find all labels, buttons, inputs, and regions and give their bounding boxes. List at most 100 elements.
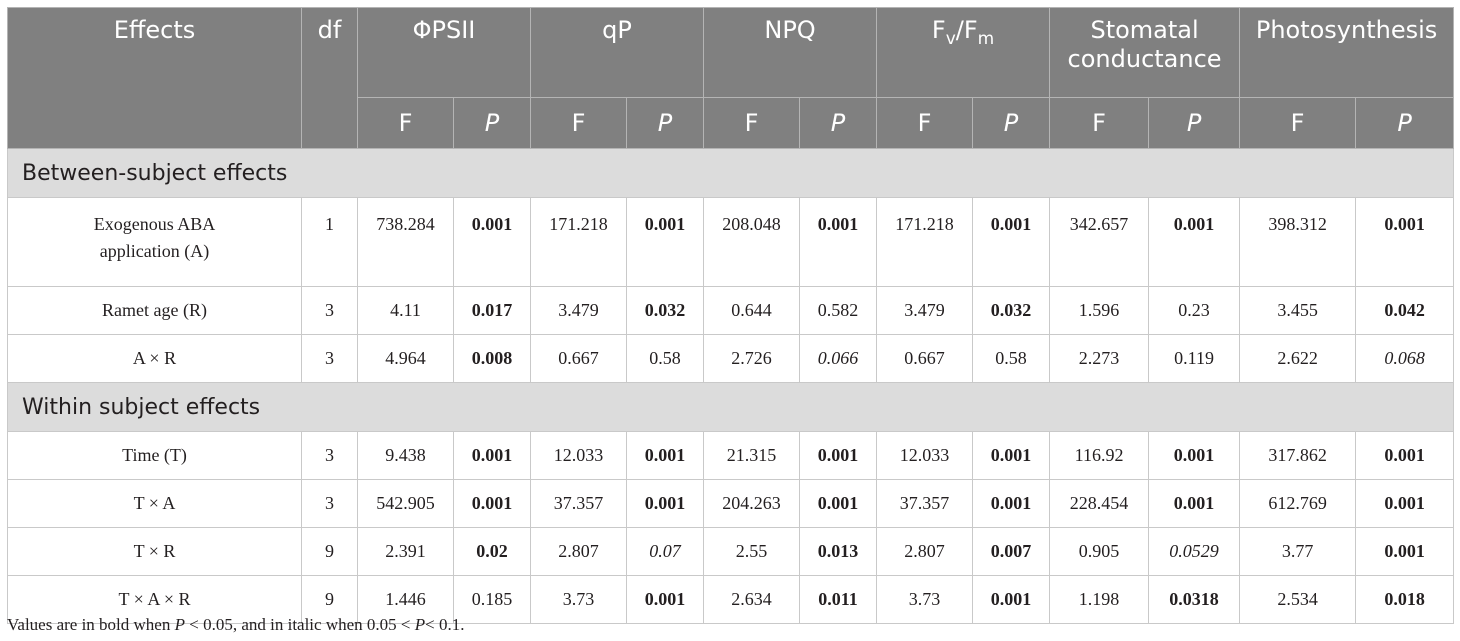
f-value-cell: 4.964 [357,334,454,383]
df-cell: 1 [301,197,358,287]
f-value-cell: 171.218 [876,197,974,287]
df-cell: 9 [301,575,358,624]
f-value-cell: 612.769 [1239,479,1357,528]
p-value-cell: 0.001 [626,575,705,624]
effect-cell: T × A × R [7,575,302,624]
table-row: T × A 3 542.905 0.001 37.357 0.001 204.263 0.00… [7,479,1455,528]
p-value-cell: 0.032 [626,286,705,335]
f-value-cell: 37.357 [876,479,974,528]
p-value-cell: 0.001 [799,479,878,528]
p-value-cell: 0.001 [972,479,1051,528]
p-value-cell: 0.001 [799,197,878,287]
f-value-cell: 171.218 [530,197,628,287]
anova-table: Effects df ΦPSII qP NPQ Fv/Fm Stomatal c… [6,7,1455,624]
f-value-cell: 2.273 [1049,334,1150,383]
f-value-cell: 12.033 [876,431,974,480]
p-value-cell: 0.001 [1148,197,1241,287]
f-value-cell: 317.862 [1239,431,1357,480]
f-value-cell: 2.391 [357,527,454,576]
p-value-cell: 0.001 [972,431,1051,480]
df-cell: 3 [301,431,358,480]
p-value-cell: 0.07 [626,527,705,576]
p-value-cell: 0.001 [972,197,1051,287]
p-value-cell: 0.58 [972,334,1051,383]
header-df: df [301,7,358,149]
subheader-f: F [357,97,454,149]
df-cell: 3 [301,479,358,528]
effect-cell: Time (T) [7,431,302,480]
f-value-cell: 2.534 [1239,575,1357,624]
f-value-cell: 542.905 [357,479,454,528]
p-value-cell: 0.013 [799,527,878,576]
header-stomatal-conductance: Stomatal conductance [1049,7,1241,98]
subheader-p: P [972,97,1051,149]
f-value-cell: 3.73 [530,575,628,624]
p-value-cell: 0.185 [452,575,532,624]
f-value-cell: 0.667 [530,334,628,383]
p-value-cell: 0.001 [1148,479,1241,528]
header-fv-fm: Fv/Fm [876,7,1051,98]
f-value-cell: 398.312 [1239,197,1357,287]
f-value-cell: 1.596 [1049,286,1150,335]
subheader-f: F [703,97,801,149]
p-value-cell: 0.001 [452,479,532,528]
p-value-cell: 0.042 [1355,286,1455,335]
p-value-cell: 0.119 [1148,334,1241,383]
f-value-cell: 0.644 [703,286,801,335]
f-value-cell: 12.033 [530,431,628,480]
f-value-cell: 116.92 [1049,431,1150,480]
p-value-cell: 0.001 [452,197,532,287]
f-value-cell: 37.357 [530,479,628,528]
subheader-p: P [452,97,532,149]
subheader-f: F [530,97,628,149]
p-value-cell: 0.001 [1355,479,1455,528]
subheader-f: F [1049,97,1150,149]
subheader-p: P [1355,97,1455,149]
header-effects: Effects [7,7,302,149]
f-value-cell: 21.315 [703,431,801,480]
f-value-cell: 2.55 [703,527,801,576]
p-value-cell: 0.0529 [1148,527,1241,576]
f-value-cell: 2.726 [703,334,801,383]
header-photosynthesis: Photosynthesis [1239,7,1455,98]
df-cell: 9 [301,527,358,576]
f-value-cell: 3.73 [876,575,974,624]
subheader-f: F [1239,97,1357,149]
df-cell: 3 [301,286,358,335]
p-value-cell: 0.02 [452,527,532,576]
p-value-cell: 0.001 [1355,431,1455,480]
table-row: A × R 3 4.964 0.008 0.667 0.58 2.726 0.066 0.667… [7,334,1455,383]
effect-cell: Exogenous ABA application (A) [7,197,302,287]
p-value-cell: 0.001 [972,575,1051,624]
f-value-cell: 0.667 [876,334,974,383]
table-row: Ramet age (R) 3 4.11 0.017 3.479 0.032 0.644 0.… [7,286,1455,335]
table-row: Time (T) 3 9.438 0.001 12.033 0.001 21.315 0.00… [7,431,1455,480]
p-value-cell: 0.017 [452,286,532,335]
f-value-cell: 3.77 [1239,527,1357,576]
p-value-cell: 0.011 [799,575,878,624]
p-value-cell: 0.001 [626,197,705,287]
f-value-cell: 4.11 [357,286,454,335]
f-value-cell: 2.622 [1239,334,1357,383]
table-row: Exogenous ABA application (A) 1 738.284 0.0… [7,197,1455,287]
p-value-cell: 0.066 [799,334,878,383]
f-value-cell: 3.479 [530,286,628,335]
p-value-cell: 0.0318 [1148,575,1241,624]
f-value-cell: 738.284 [357,197,454,287]
f-value-cell: 342.657 [1049,197,1150,287]
f-value-cell: 3.479 [876,286,974,335]
f-value-cell: 0.905 [1049,527,1150,576]
f-value-cell: 228.454 [1049,479,1150,528]
p-value-cell: 0.001 [1148,431,1241,480]
subheader-p: P [799,97,878,149]
df-cell: 3 [301,334,358,383]
p-value-cell: 0.001 [799,431,878,480]
f-value-cell: 3.455 [1239,286,1357,335]
f-value-cell: 2.807 [530,527,628,576]
f-value-cell: 9.438 [357,431,454,480]
section-between-subject: Between-subject effects [6,148,1455,198]
subheader-p: P [626,97,705,149]
table-row: T × A × R 9 1.446 0.185 3.73 0.001 2.634 0.011 3… [7,575,1455,624]
p-value-cell: 0.001 [626,431,705,480]
f-value-cell: 1.198 [1049,575,1150,624]
